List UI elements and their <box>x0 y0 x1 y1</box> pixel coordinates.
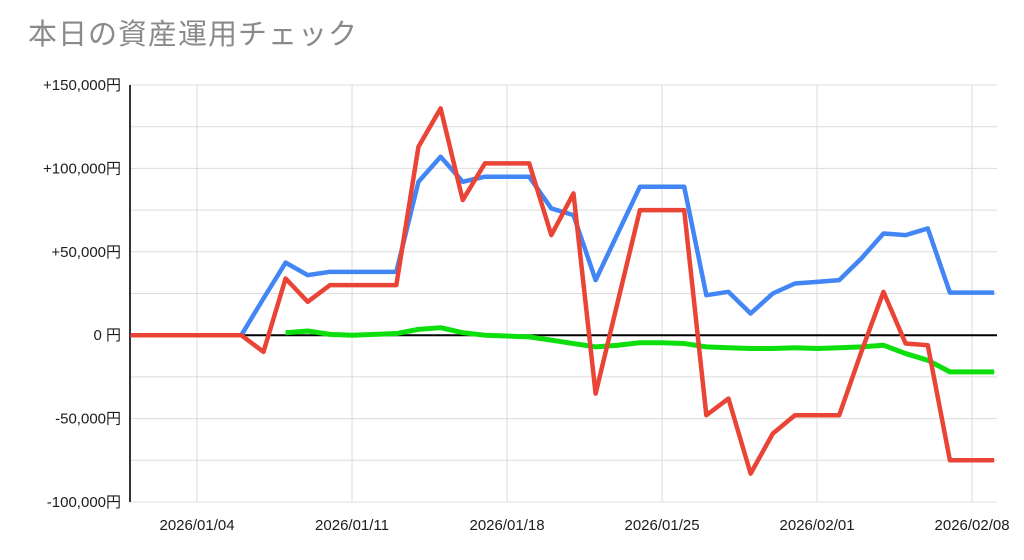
y-axis-label: -50,000円 <box>55 411 121 428</box>
y-axis-label: -100,000円 <box>47 494 121 511</box>
y-axis-label: +50,000円 <box>51 244 121 261</box>
y-axis-label: +100,000円 <box>43 160 121 177</box>
series-red-line <box>130 106 995 476</box>
x-axis-label: 2026/02/01 <box>780 517 855 534</box>
y-axis-label: +150,000円 <box>43 77 121 94</box>
x-axis-label: 2026/01/04 <box>159 517 234 534</box>
series-green-line <box>285 325 995 375</box>
x-axis-label: 2026/01/18 <box>470 517 545 534</box>
x-axis-label: 2026/02/08 <box>935 517 1010 534</box>
y-axis-label: 0 円 <box>93 327 121 344</box>
x-axis-label: 2026/01/11 <box>315 517 389 534</box>
chart-title: 本日の資産運用チェック <box>28 19 359 51</box>
series-blue-line <box>130 154 995 338</box>
x-axis-label: 2026/01/25 <box>625 517 700 534</box>
